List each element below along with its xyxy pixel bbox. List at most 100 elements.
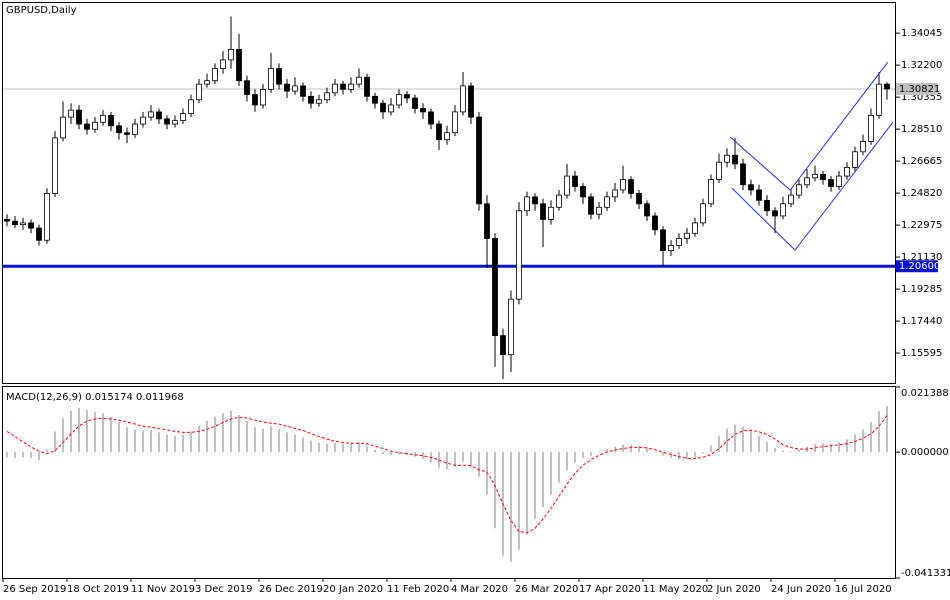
candle-body [52, 137, 58, 194]
x-tick-label: 26 Mar 2020 [515, 584, 578, 595]
signal-line [6, 415, 888, 534]
candle-body [132, 123, 138, 135]
candle-body [372, 95, 378, 104]
candle-body [4, 219, 10, 222]
x-tick-label: 24 Jun 2020 [771, 584, 831, 595]
macd-title: MACD(12,26,9) 0.015174 0.011968 [6, 392, 184, 403]
candle-body [20, 222, 26, 226]
candle-body [244, 80, 250, 95]
candle-body [444, 132, 450, 141]
candle-body [812, 173, 818, 179]
candle-body [508, 298, 514, 356]
candle-body [660, 229, 666, 252]
candle-body [380, 102, 386, 113]
y-tick-label: 1.15595 [901, 348, 942, 359]
y-tick-label: 1.34045 [901, 28, 942, 39]
candle-body [108, 114, 114, 127]
x-tick-label: 2 Jun 2020 [707, 584, 761, 595]
candle-body [820, 173, 826, 180]
y-tick-label: 1.28510 [901, 124, 942, 135]
candle-body [452, 111, 458, 134]
bid-label: 1.30821 [899, 84, 940, 95]
x-tick-label: 26 Sep 2019 [3, 584, 66, 595]
support-label: 1.20600 [899, 261, 940, 272]
candle-body [548, 206, 554, 220]
candle-body [356, 76, 362, 85]
y-tick-label: 1.17440 [901, 316, 942, 327]
trendline [731, 187, 796, 251]
candle-body [36, 227, 42, 241]
candle-body [580, 186, 586, 198]
y-tick-label: 0.021388 [901, 388, 949, 399]
y-tick-label: 1.32200 [901, 60, 942, 71]
candle-body [572, 175, 578, 187]
candle-body [84, 123, 90, 130]
candle-body [252, 94, 258, 106]
candle-body [28, 222, 34, 229]
candle-body [844, 167, 850, 177]
candle-body [308, 95, 314, 104]
candle-body [700, 203, 706, 224]
candle-body [116, 125, 122, 134]
candle-body [492, 238, 498, 337]
x-tick-label: 4 Mar 2020 [451, 584, 508, 595]
y-tick-label: -0.041331 [901, 568, 950, 579]
candle-body [668, 245, 674, 252]
y-tick-label: 1.26665 [901, 156, 942, 167]
candle-body [148, 111, 154, 118]
candle-body [868, 114, 874, 142]
candle-body [44, 193, 50, 241]
candle-body [540, 203, 546, 220]
candle-body [876, 83, 882, 116]
candle-body [140, 116, 146, 125]
candle-body [332, 83, 338, 94]
candle-body [748, 184, 754, 191]
candle-body [596, 206, 602, 215]
candle-body [532, 196, 538, 205]
candle-body [860, 140, 866, 153]
candle-body [196, 83, 202, 101]
candle-body [884, 83, 890, 90]
candle-body [412, 97, 418, 109]
candle-body [628, 179, 634, 194]
candle-body [556, 194, 562, 208]
candle-body [604, 196, 610, 208]
candle-body [796, 184, 802, 196]
macd-pane [2, 386, 896, 579]
y-tick-label: 1.30355 [901, 92, 942, 103]
candle-body [684, 232, 690, 239]
candle-body [484, 203, 490, 239]
candle-body [732, 154, 738, 165]
candle-body [828, 179, 834, 187]
candle-body [364, 76, 370, 97]
candle-body [612, 189, 618, 198]
candle-body [164, 118, 170, 125]
candle-body [76, 109, 82, 125]
candle-body [716, 161, 722, 180]
candle-body [180, 113, 186, 121]
candle-body [564, 175, 570, 196]
y-tick-label: 1.22975 [901, 220, 942, 231]
candle-body [188, 99, 194, 115]
candle-body [284, 83, 290, 92]
candle-body [724, 154, 730, 163]
candle-body [324, 92, 330, 101]
candle-body [836, 175, 842, 187]
trendline [789, 61, 889, 191]
x-tick-label: 26 Dec 2019 [259, 584, 323, 595]
candle-body [468, 85, 474, 118]
candle-body [172, 120, 178, 125]
candle-body [516, 210, 522, 300]
candle-body [292, 85, 298, 92]
x-tick-label: 17 Apr 2020 [579, 584, 641, 595]
candle-body [652, 215, 658, 231]
candle-body [676, 238, 682, 246]
candle-body [300, 85, 306, 97]
candle-body [236, 49, 242, 82]
candle-body [804, 177, 810, 186]
candle-body [348, 83, 354, 90]
chart-title: GBPUSD,Daily [6, 5, 77, 16]
candle-body [124, 132, 130, 135]
trendline [729, 136, 791, 191]
